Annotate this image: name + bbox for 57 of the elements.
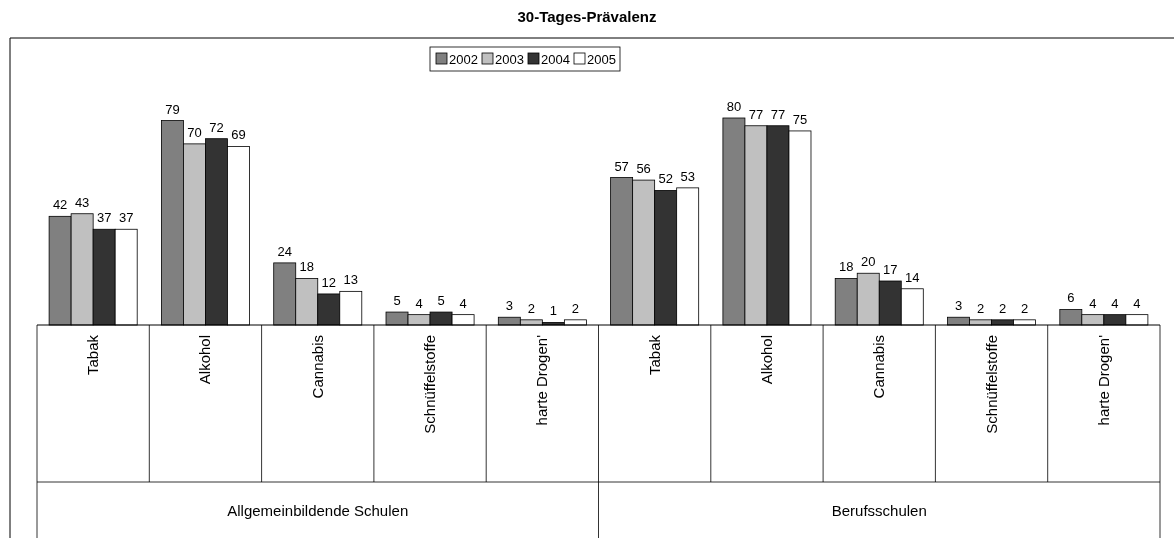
data-label: 43 <box>74 194 90 210</box>
x-tick-label: harte Drogen' <box>1094 334 1112 426</box>
data-label: 37 <box>96 210 112 226</box>
data-label: 6 <box>1067 290 1075 306</box>
data-label: 3 <box>954 298 963 314</box>
data-label: 72 <box>209 119 224 135</box>
data-label: 42 <box>52 197 68 213</box>
data-label: 77 <box>748 106 764 122</box>
data-label: 20 <box>861 254 876 270</box>
x-tick-label: Cannabis <box>308 335 326 399</box>
data-label: 2 <box>998 300 1007 316</box>
x-tick-label: harte Drogen' <box>533 334 551 426</box>
x-tick-label: Alkohol <box>757 335 775 385</box>
x-tick-label: Alkohol <box>196 335 214 385</box>
data-label: 4 <box>1111 295 1119 311</box>
text: Allgemeinbildende Schulen <box>227 502 409 519</box>
data-label: 12 <box>321 274 336 290</box>
data-label: 18 <box>838 259 854 275</box>
data-label: 24 <box>277 243 292 259</box>
data-label: 75 <box>792 111 808 127</box>
data-label: 17 <box>883 262 898 278</box>
data-label: 79 <box>165 101 180 117</box>
data-label: 3 <box>505 298 513 314</box>
data-label: 4 <box>415 295 423 311</box>
x-tick-label: Cannabis <box>870 335 888 399</box>
data-label: 5 <box>393 293 401 309</box>
legend-label: 2002 <box>449 52 478 67</box>
data-label: 13 <box>343 272 359 288</box>
data-label: 56 <box>636 161 651 177</box>
x-tick-label: Tabak <box>84 334 102 376</box>
data-label: 70 <box>187 124 202 140</box>
data-label: 52 <box>658 171 673 187</box>
data-label: 37 <box>118 210 134 226</box>
data-label: 53 <box>680 168 695 184</box>
legend-label: 2004 <box>541 52 570 67</box>
data-label: 80 <box>726 99 742 114</box>
data-label: 4 <box>459 295 467 311</box>
chart-title: 30-Tages-Prävalenz <box>517 8 657 25</box>
x-tick-label: Schnüffelstoffe <box>421 335 439 434</box>
x-tick-label: Schnüffelstoffe <box>982 335 1000 434</box>
data-label: 4 <box>1133 295 1141 311</box>
data-label: 57 <box>614 158 629 174</box>
data-label: 2 <box>527 300 535 316</box>
data-label: 18 <box>299 259 314 275</box>
data-label: 5 <box>437 293 445 309</box>
x-tick-label: Tabak <box>645 334 663 376</box>
data-label: 2 <box>976 300 985 316</box>
data-label: 14 <box>905 269 920 285</box>
data-label: 77 <box>770 106 786 122</box>
legend-label: 2005 <box>587 52 616 67</box>
data-label: 1 <box>549 303 557 319</box>
data-label: 2 <box>571 300 579 316</box>
data-label: 4 <box>1089 295 1097 311</box>
data-label: 2 <box>1020 300 1029 316</box>
legend-label: 2003 <box>495 52 524 67</box>
text: Berufsschulen <box>831 502 927 519</box>
data-label: 69 <box>231 127 246 143</box>
